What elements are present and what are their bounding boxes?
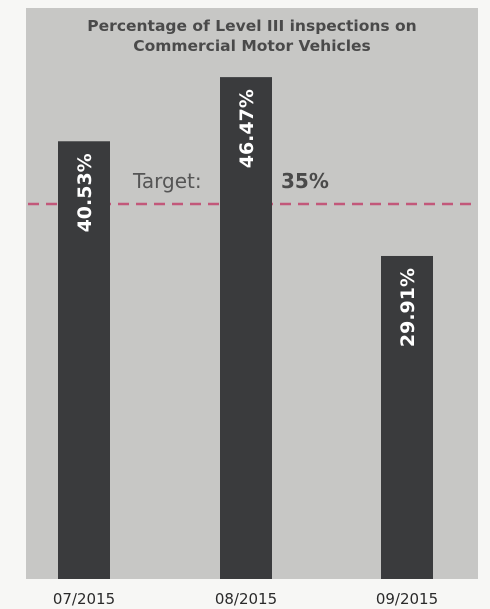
target-value-label: 35% (281, 169, 329, 193)
bar-07-2015 (58, 141, 110, 579)
bar-09-2015 (381, 255, 433, 580)
target-label: Target: (132, 169, 202, 193)
bar-08-2015 (220, 77, 272, 580)
x-tick-label-08-2015: 08/2015 (215, 590, 277, 608)
chart-title-line-2: Commercial Motor Vehicles (133, 37, 371, 55)
data-label-08-2015: 46.47% (236, 89, 258, 168)
x-tick-label-09-2015: 09/2015 (376, 590, 438, 608)
chart-title: Percentage of Level III inspections on C… (26, 16, 478, 56)
chart-title-line-1: Percentage of Level III inspections on (87, 17, 417, 35)
x-tick-label-07-2015: 07/2015 (53, 590, 115, 608)
data-label-09-2015: 29.91% (397, 268, 419, 347)
data-label-07-2015: 40.53% (74, 153, 96, 232)
